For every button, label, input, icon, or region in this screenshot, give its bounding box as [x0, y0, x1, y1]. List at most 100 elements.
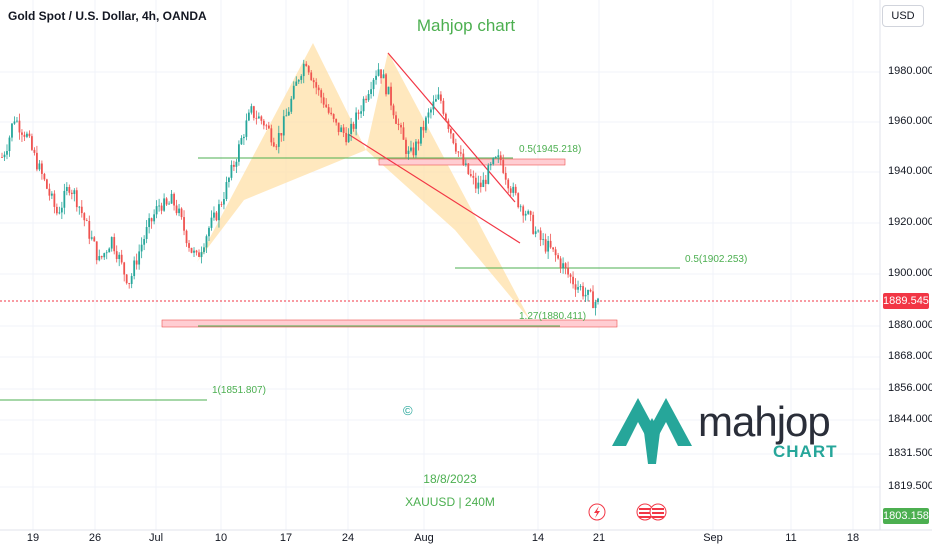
candle-body — [40, 163, 43, 174]
candle-body — [524, 213, 527, 216]
candle-body — [193, 250, 195, 253]
target-zone[interactable] — [161, 319, 618, 328]
candle-body — [240, 138, 243, 145]
candle-body — [272, 142, 275, 147]
candle-body — [415, 141, 417, 156]
candle-body — [322, 97, 325, 105]
candle-body — [397, 123, 400, 125]
candle-body — [55, 206, 58, 214]
candle-body — [195, 250, 198, 253]
candle-body — [210, 217, 213, 228]
candle-body — [567, 267, 569, 275]
candle-body — [579, 286, 582, 288]
candle-body — [320, 90, 323, 98]
candle-body — [180, 208, 183, 218]
candle-body — [255, 117, 258, 119]
candle-body — [469, 174, 472, 176]
candle-body — [572, 276, 574, 285]
candle-body — [584, 294, 587, 297]
x-tick-label: 14 — [531, 532, 545, 544]
candle-body — [402, 127, 405, 140]
candle-body — [120, 254, 123, 263]
x-tick-label: 26 — [88, 532, 102, 544]
candle-body — [564, 263, 567, 268]
y-tick-label: 1831.500 — [888, 447, 932, 459]
x-tick-label: Aug — [414, 532, 434, 544]
candle-body — [587, 289, 589, 295]
candle-body — [33, 149, 36, 153]
candle-body — [245, 120, 248, 137]
channel-upper-line[interactable] — [387, 52, 516, 203]
candle-body — [534, 231, 537, 234]
candle-body — [262, 120, 265, 126]
candle-body — [198, 252, 200, 257]
candle-body — [18, 120, 21, 133]
candle-body — [562, 263, 564, 269]
candle-body — [225, 182, 228, 199]
candle-body — [175, 205, 178, 214]
candle-body — [342, 127, 345, 133]
candle-body — [509, 188, 512, 193]
candle-body — [108, 248, 111, 253]
candle-body — [350, 123, 353, 134]
candle-body — [355, 112, 358, 129]
candle-body — [267, 125, 270, 129]
candle-body — [527, 211, 530, 214]
candle-body — [497, 155, 500, 158]
candle-body — [218, 204, 220, 221]
candle-body — [499, 155, 502, 161]
channel-lower-line[interactable] — [347, 133, 521, 244]
candle-body — [325, 104, 328, 108]
fib-label-upper: 0.5(1945.218) — [519, 144, 581, 155]
candle-body — [188, 243, 190, 248]
symbol-timeframe-annotation: XAUUSD | 240M — [405, 495, 495, 509]
candlestick-series[interactable] — [1, 59, 599, 316]
candle-body — [265, 125, 268, 127]
candle-body — [28, 133, 31, 137]
candle-body — [412, 147, 415, 156]
candle-body — [260, 116, 263, 121]
candle-body — [310, 72, 313, 81]
candle-body — [45, 179, 48, 189]
candle-body — [435, 99, 437, 102]
candle-body — [422, 126, 425, 131]
candle-body — [410, 147, 412, 151]
currency-button[interactable]: USD — [882, 5, 924, 27]
candle-body — [442, 100, 445, 114]
candle-body — [26, 133, 28, 137]
candle-body — [452, 133, 455, 144]
candle-body — [213, 212, 215, 218]
candle-body — [362, 98, 365, 112]
candle-body — [23, 134, 26, 137]
candle-body — [502, 160, 505, 173]
candle-body — [252, 106, 255, 118]
candle-body — [250, 106, 253, 113]
resistance-zone[interactable] — [378, 158, 566, 166]
y-tick-label: 1844.000 — [888, 413, 932, 425]
candle-body — [242, 136, 245, 139]
candle-body — [537, 230, 540, 232]
candle-body — [113, 237, 116, 252]
candle-body — [327, 107, 330, 113]
chart-title: Mahjop chart — [416, 16, 516, 35]
lightning-icon[interactable] — [588, 503, 606, 521]
candle-body — [223, 198, 225, 205]
candle-body — [275, 146, 278, 148]
date-annotation: 18/8/2023 — [423, 472, 477, 486]
symbol-title[interactable]: Gold Spot / U.S. Dollar, 4h, OANDA — [8, 9, 207, 23]
candle-body — [155, 206, 158, 215]
logo-wordmark: mahjop — [698, 398, 831, 445]
candle-body — [247, 112, 250, 121]
candle-body — [489, 164, 492, 166]
candle-body — [290, 98, 293, 112]
candle-body — [444, 113, 447, 121]
fib-label-mid: 0.5(1902.253) — [685, 254, 747, 265]
candle-body — [36, 152, 38, 170]
candle-body — [340, 127, 343, 133]
candle-body — [135, 260, 138, 265]
us-flag-icon[interactable] — [636, 503, 667, 521]
candle-body — [529, 211, 532, 215]
candle-body — [519, 206, 522, 208]
